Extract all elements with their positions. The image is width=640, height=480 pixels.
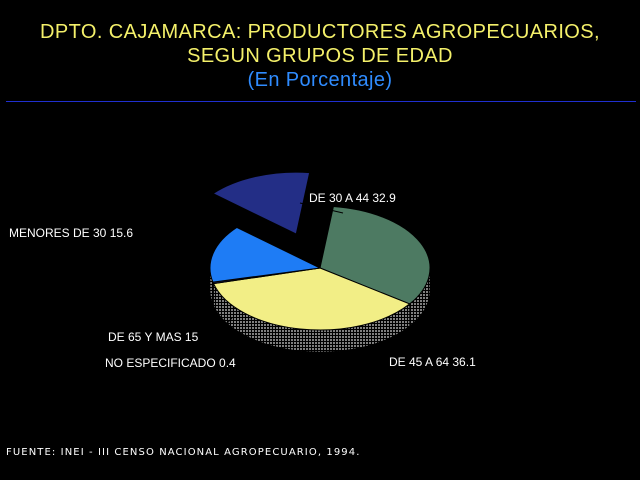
chart-title: DPTO. CAJAMARCA: PRODUCTORES AGROPECUARI…: [0, 20, 640, 92]
title-divider: [6, 101, 636, 102]
leader-de-30-a-44: [299, 202, 344, 214]
slice-de-65-y-mas: [209, 226, 322, 283]
label-no-especificado: NO ESPECIFICADO 0.4: [105, 356, 236, 370]
leader-no-especificado: [257, 348, 266, 363]
leader-lines: [155, 202, 386, 363]
chart-subtitle: (En Porcentaje): [247, 69, 393, 91]
slice-labels: DE 30 A 44 32.9 DE 45 A 64 36.1 NO ESPECIF…: [9, 191, 476, 370]
leader-menores-de-30: [155, 231, 183, 245]
pie-slices: [209, 171, 431, 331]
slice-de-45-a-64: [212, 267, 411, 331]
label-de-30-a-44: DE 30 A 44 32.9: [309, 191, 396, 205]
leader-de-65-y-mas: [217, 317, 233, 334]
leader-de-45-a-64: [365, 345, 386, 359]
title-line-2: SEGUN GRUPOS DE EDAD: [187, 45, 453, 67]
label-de-45-a-64: DE 45 A 64 36.1: [389, 355, 476, 369]
source-note: FUENTE: INEI - III CENSO NACIONAL AGROPE…: [6, 447, 361, 458]
label-de-65-y-mas: DE 65 Y MAS 15: [108, 330, 199, 344]
slice-de-30-a-44: [319, 205, 431, 305]
label-menores-de-30: MENORES DE 30 15.6: [9, 226, 133, 240]
title-line-1: DPTO. CAJAMARCA: PRODUCTORES AGROPECUARI…: [40, 21, 600, 43]
slice-menores-de-30: [212, 171, 311, 235]
